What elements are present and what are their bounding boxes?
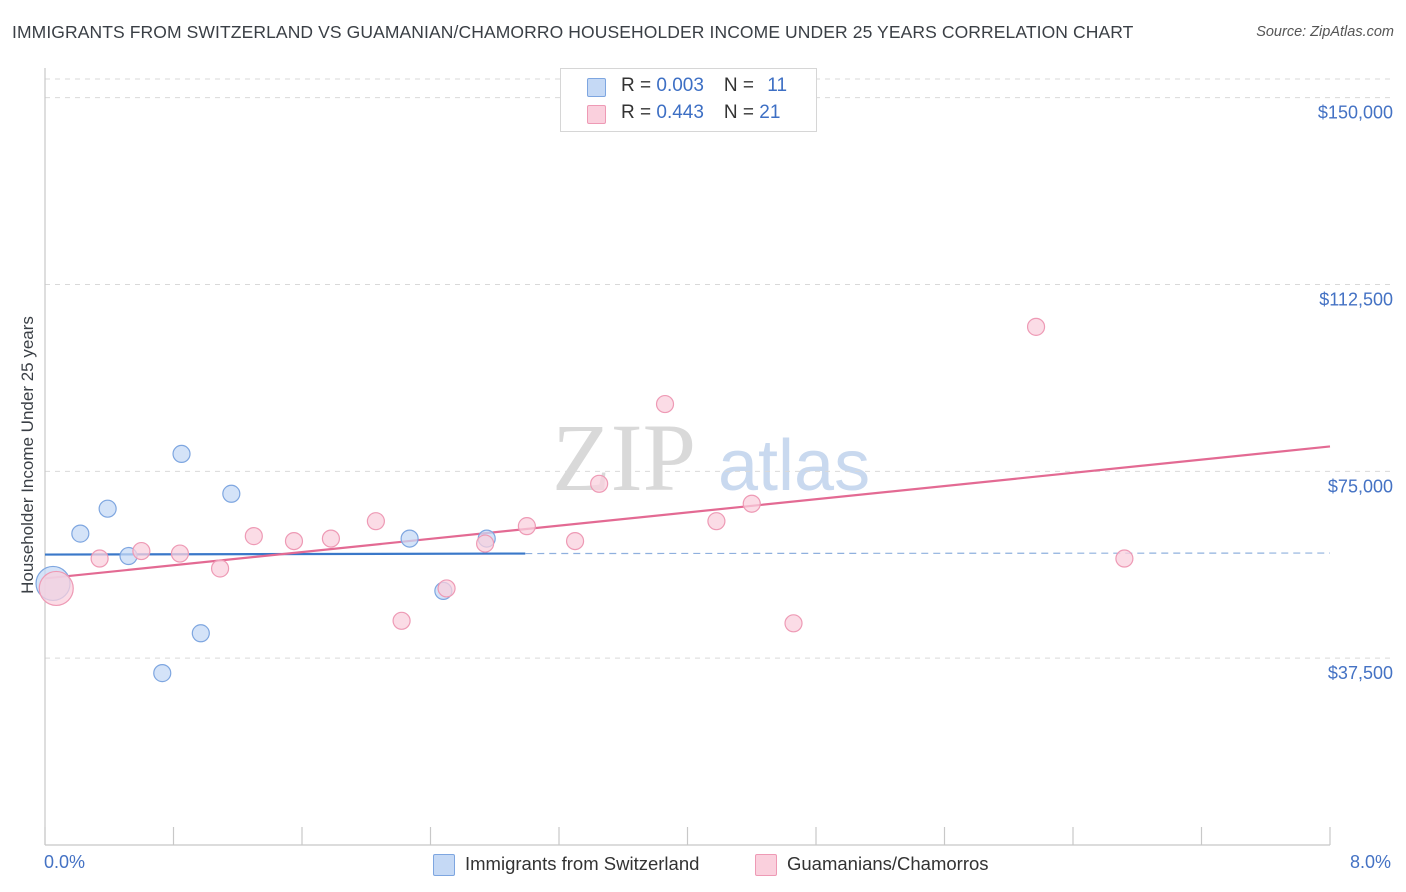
point-switzerland: [172, 444, 191, 464]
legend-r-value: 0.443: [656, 102, 704, 123]
point-guamanian: [210, 559, 230, 578]
legend-n-value: 11: [767, 75, 788, 96]
point-guamanian: [1115, 549, 1134, 568]
legend-n-label: N =: [723, 75, 760, 96]
point-guamanian: [655, 394, 675, 414]
y-tick-label: $37,500: [1328, 663, 1393, 683]
point-guamanian: [565, 531, 585, 551]
x-tick-label-min: 0.0%: [44, 852, 86, 872]
point-switzerland: [71, 524, 90, 543]
point-switzerland: [222, 484, 241, 503]
point-guamanian: [1026, 317, 1046, 336]
point-guamanian: [284, 531, 304, 551]
y-tick-label: $75,000: [1328, 476, 1393, 496]
point-guamanian: [38, 570, 74, 607]
point-guamanian: [321, 529, 341, 548]
point-switzerland: [191, 624, 210, 643]
point-guamanian: [437, 579, 456, 598]
watermark-atlas: atlas: [718, 426, 870, 506]
legend-swatch-blue: [433, 854, 455, 876]
legend-r-label: R =: [621, 102, 657, 123]
trend-line-guamanian: [44, 445, 1331, 580]
legend-r-value: 0.003: [656, 75, 704, 96]
point-guamanian: [244, 527, 263, 546]
legend-n-value: 21: [759, 102, 781, 123]
point-guamanian: [784, 614, 803, 633]
watermark: ZIP atlas: [552, 404, 870, 511]
point-switzerland: [153, 664, 172, 683]
correlation-legend: R = 0.003 N = 11 R = 0.443 N = 21: [560, 68, 817, 132]
point-guamanian: [590, 474, 609, 493]
legend-label-guamanian: Guamanians/Chamorros: [787, 853, 989, 874]
x-tick-label-max: 8.0%: [1350, 852, 1392, 872]
data-points: [35, 317, 1134, 683]
grid-lines: [45, 78, 1395, 659]
point-guamanian: [742, 494, 761, 513]
point-guamanian: [132, 541, 151, 561]
point-guamanian: [517, 517, 536, 536]
watermark-zip: ZIP: [552, 404, 696, 511]
point-switzerland: [400, 529, 419, 548]
legend-label-switzerland: Immigrants from Switzerland: [465, 853, 700, 874]
source-label: Source: ZipAtlas.com: [1256, 24, 1394, 40]
point-guamanian: [366, 512, 385, 531]
legend-r-label: R =: [621, 75, 657, 96]
legend-n-label: N =: [723, 102, 760, 123]
y-tick-labels: $37,500 $75,000 $112,500 $150,000: [1318, 103, 1393, 683]
y-tick-label: $112,500: [1319, 290, 1393, 310]
chart-title: IMMIGRANTS FROM SWITZERLAND VS GUAMANIAN…: [12, 22, 1134, 42]
point-guamanian: [476, 534, 495, 553]
legend-swatch-blue: [587, 78, 606, 97]
point-guamanian: [90, 549, 109, 568]
point-switzerland: [98, 499, 117, 518]
y-tick-label: $150,000: [1318, 103, 1393, 123]
point-guamanian: [170, 544, 190, 563]
point-guamanian: [707, 512, 726, 531]
legend-swatch-pink: [587, 105, 606, 124]
axes: [44, 68, 1331, 846]
legend-swatch-pink: [755, 854, 777, 876]
point-guamanian: [392, 611, 411, 630]
